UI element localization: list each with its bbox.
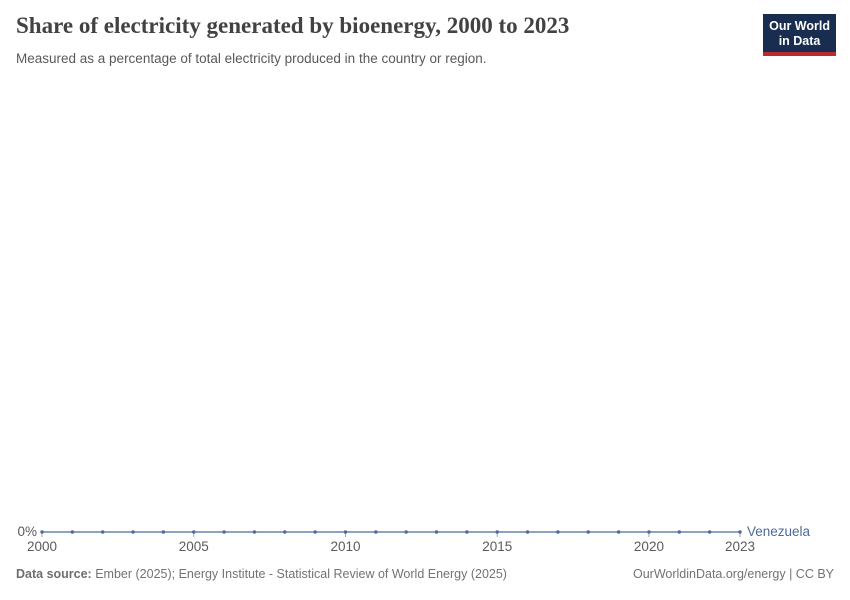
data-point-2017 bbox=[556, 530, 560, 534]
chart-title: Share of electricity generated by bioene… bbox=[16, 13, 570, 38]
data-point-2014 bbox=[465, 530, 469, 534]
data-point-2004 bbox=[161, 530, 166, 534]
owid-logo-text-line1: Our World bbox=[769, 19, 830, 33]
data-point-2022 bbox=[707, 530, 712, 534]
data-point-2000 bbox=[40, 530, 44, 534]
data-source-note: Data source: Ember (2025); Energy Instit… bbox=[16, 567, 507, 581]
line-chart-svg: 2000 2005 2010 2015 2020 2023 0% Venezuela bbox=[17, 524, 811, 554]
data-source-label: Data source: bbox=[16, 567, 92, 581]
entity-label-venezuela[interactable]: Venezuela bbox=[747, 524, 811, 539]
data-point-2010 bbox=[343, 530, 348, 534]
data-point-2021 bbox=[677, 530, 682, 534]
data-point-2011 bbox=[374, 530, 378, 534]
owid-logo[interactable]: Our World in Data bbox=[763, 14, 836, 56]
data-point-2012 bbox=[404, 530, 408, 534]
chart-subtitle: Measured as a percentage of total electr… bbox=[16, 51, 487, 66]
data-point-2007 bbox=[252, 530, 257, 534]
data-point-2013 bbox=[434, 530, 439, 534]
y-axis-tick-label-0: 0% bbox=[17, 524, 37, 539]
data-point-2016 bbox=[525, 530, 530, 534]
x-axis-tick-label-2023: 2023 bbox=[725, 539, 755, 554]
data-point-2006 bbox=[222, 530, 226, 534]
data-point-2001 bbox=[70, 530, 75, 534]
x-axis-tick-label-2005: 2005 bbox=[179, 539, 209, 554]
data-point-2015 bbox=[495, 530, 499, 534]
data-point-2020 bbox=[647, 530, 651, 534]
data-point-2019 bbox=[616, 530, 621, 534]
data-point-2002 bbox=[100, 530, 105, 534]
data-point-2005 bbox=[192, 530, 196, 534]
data-point-2009 bbox=[313, 530, 317, 534]
data-point-2003 bbox=[131, 530, 135, 534]
data-point-2018 bbox=[586, 530, 590, 534]
owid-logo-text-line2: in Data bbox=[778, 33, 821, 48]
data-source-text: Ember (2025); Energy Institute - Statist… bbox=[91, 567, 507, 581]
data-point-2023 bbox=[738, 530, 742, 534]
attribution-link[interactable]: OurWorldinData.org/energy | CC BY bbox=[632, 567, 834, 581]
x-axis-tick-label-2020: 2020 bbox=[634, 539, 664, 554]
x-axis-tick-label-2015: 2015 bbox=[482, 539, 512, 554]
x-axis-tick-label-2000: 2000 bbox=[27, 539, 57, 554]
x-axis-tick-label-2010: 2010 bbox=[330, 539, 360, 554]
data-point-2008 bbox=[283, 530, 287, 534]
chart-footer: Data source: Ember (2025); Energy Instit… bbox=[16, 567, 834, 581]
